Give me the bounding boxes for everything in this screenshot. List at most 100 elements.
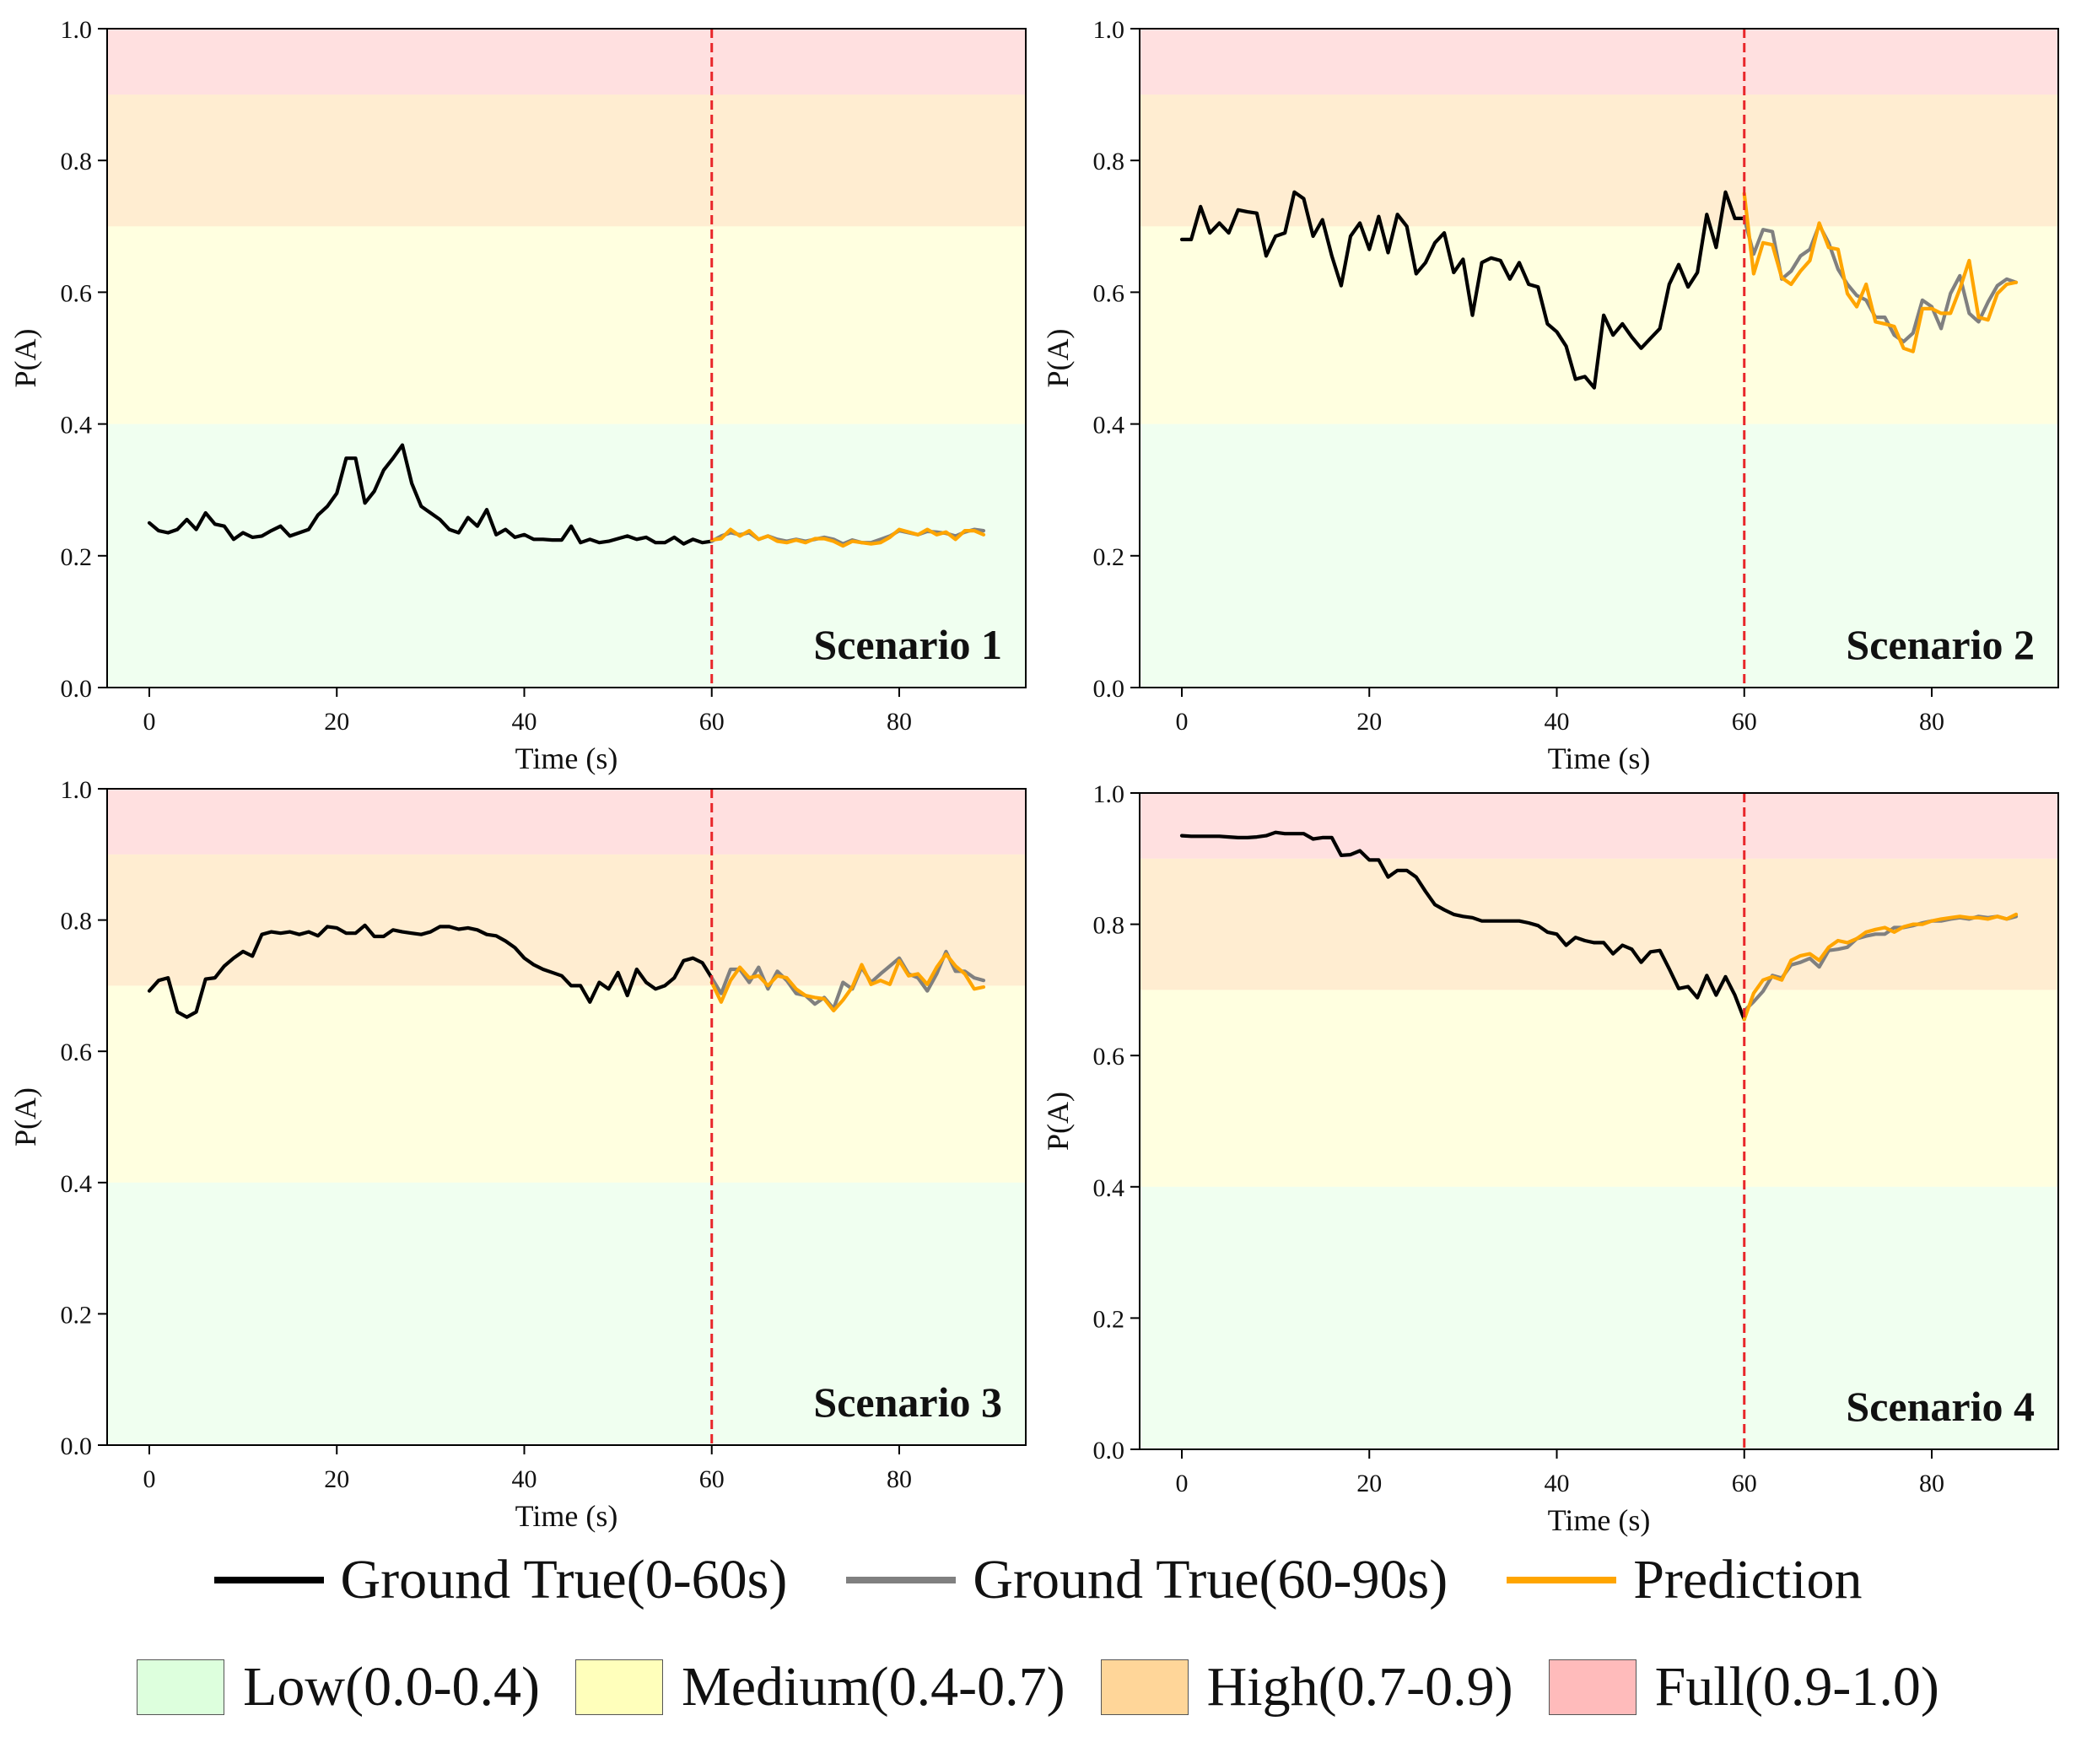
zone-band — [1140, 226, 2058, 424]
legend-item-ground-true-60-90: Ground True(60-90s) — [846, 1548, 1448, 1612]
zone-band — [1140, 858, 2058, 990]
zone-band — [1140, 793, 2058, 859]
y-tick-label: 0.8 — [61, 908, 93, 936]
y-tick-label: 0.6 — [1093, 1043, 1125, 1071]
x-axis-label: Time (s) — [1548, 1503, 1651, 1537]
series-prediction — [1742, 192, 2019, 353]
y-tick-label: 1.0 — [61, 776, 93, 804]
x-tick-label: 40 — [1544, 708, 1569, 736]
y-tick-label: 0.2 — [61, 1301, 93, 1329]
zone-band — [107, 1182, 1026, 1445]
y-tick-label: 0.0 — [1093, 675, 1125, 703]
x-tick-label: 40 — [511, 708, 537, 736]
y-tick-label: 1.0 — [1093, 780, 1125, 808]
y-tick-label: 1.0 — [1093, 16, 1125, 44]
y-axis-label: P(A) — [1041, 1092, 1075, 1151]
y-tick-label: 0.4 — [61, 1170, 93, 1198]
series-legend: Ground True(0-60s) Ground True(60-90s) P… — [0, 1548, 2076, 1612]
series-ground-true-0-60 — [147, 923, 714, 1019]
chart-panel-4: 0 20 40 60 80 0.0 0.2 0.4 0.6 0.8 1.0 Time (s) P(A) S… — [1041, 780, 2059, 1537]
plot-frame — [1139, 792, 2059, 1450]
y-tick-label: 0.4 — [1093, 1174, 1125, 1202]
zone-band — [107, 29, 1026, 95]
legend-label: High(0.7-0.9) — [1206, 1656, 1513, 1718]
y-tick-label: 0.8 — [1093, 912, 1125, 940]
x-tick-label: 20 — [324, 1465, 349, 1493]
legend-swatch-prediction — [1507, 1577, 1617, 1583]
plot-frame — [106, 28, 1027, 688]
legend-swatch-ground-true-60-90 — [846, 1577, 957, 1583]
scenario-title: Scenario 2 — [1846, 621, 2035, 668]
y-tick-label: 0.2 — [1093, 543, 1125, 571]
y-tick-label: 0.0 — [1093, 1437, 1125, 1465]
y-tick-label: 0.6 — [1093, 279, 1125, 307]
y-tick-label: 1.0 — [61, 16, 93, 44]
legend-item-high: High(0.7-0.9) — [1100, 1655, 1513, 1719]
x-axis-label: Time (s) — [515, 1499, 618, 1533]
y-tick-label: 0.0 — [61, 675, 93, 703]
y-tick-label: 0.6 — [61, 279, 93, 307]
x-tick-label: 80 — [887, 708, 912, 736]
scenario-title: Scenario 1 — [813, 621, 1002, 668]
y-tick-label: 0.8 — [1093, 148, 1125, 175]
y-axis-label: P(A) — [8, 329, 42, 388]
legend-label: Medium(0.4-0.7) — [682, 1656, 1065, 1718]
legend-label: Low(0.0-0.4) — [243, 1656, 541, 1718]
zone-band — [1140, 29, 2058, 95]
zone-band — [1140, 990, 2058, 1187]
x-tick-label: 20 — [324, 708, 349, 736]
legend-item-medium: Medium(0.4-0.7) — [575, 1655, 1065, 1719]
legend-swatch-ground-true-0-60 — [213, 1577, 324, 1583]
series-ground-true-60-90 — [709, 949, 986, 1011]
y-tick-label: 0.4 — [61, 412, 93, 440]
legend-label: Ground True(0-60s) — [340, 1549, 788, 1610]
plot-frame — [106, 788, 1027, 1446]
chart-panel-2: 0 20 40 60 80 0.0 0.2 0.4 0.6 0.8 1.0 Time (s) P(A) S… — [1041, 16, 2059, 775]
chart-panel-3: 0 20 40 60 80 0.0 0.2 0.4 0.6 0.8 1.0 Time (s) P(A) S… — [8, 776, 1027, 1533]
y-tick-label: 0.8 — [61, 148, 93, 175]
x-axis-label: Time (s) — [1548, 742, 1651, 775]
y-tick-label: 0.4 — [1093, 412, 1125, 440]
scenario-title: Scenario 3 — [813, 1378, 1002, 1426]
x-tick-label: 40 — [1544, 1470, 1569, 1497]
zone-band — [107, 985, 1026, 1183]
legend-item-low: Low(0.0-0.4) — [137, 1655, 540, 1719]
x-tick-label: 60 — [699, 708, 725, 736]
legend-patch-high — [1100, 1659, 1189, 1715]
zone-band — [1140, 423, 2058, 688]
y-tick-label: 0.2 — [61, 543, 93, 571]
legend-label: Ground True(60-90s) — [973, 1549, 1448, 1610]
y-tick-label: 0.2 — [1093, 1305, 1125, 1333]
series-ground-true-60-90 — [1742, 216, 2019, 344]
y-axis-label: P(A) — [8, 1087, 42, 1146]
zone-band — [107, 854, 1026, 986]
zone-legend: Low(0.0-0.4) Medium(0.4-0.7) High(0.7-0.… — [0, 1655, 2076, 1719]
x-tick-label: 60 — [1732, 708, 1757, 736]
y-tick-label: 0.6 — [61, 1038, 93, 1066]
x-tick-label: 0 — [143, 1465, 156, 1493]
legend-label: Prediction — [1633, 1549, 1863, 1610]
x-tick-label: 40 — [511, 1465, 537, 1493]
zone-band — [1140, 1186, 2058, 1449]
x-tick-label: 0 — [1176, 1470, 1189, 1497]
zone-band — [107, 226, 1026, 424]
zone-band — [107, 423, 1026, 688]
legend-item-ground-true-0-60: Ground True(0-60s) — [213, 1548, 788, 1612]
scenario-title: Scenario 4 — [1846, 1383, 2035, 1430]
x-tick-label: 60 — [1732, 1470, 1757, 1497]
series-prediction — [709, 952, 986, 1013]
series-prediction — [1742, 912, 2019, 1022]
legend-patch-full — [1548, 1659, 1637, 1715]
x-tick-label: 60 — [699, 1465, 725, 1493]
x-tick-label: 80 — [1919, 1470, 1944, 1497]
legend-patch-medium — [575, 1659, 664, 1715]
series-ground-true-0-60 — [147, 443, 714, 546]
x-axis-label: Time (s) — [515, 742, 618, 775]
legend-item-full: Full(0.9-1.0) — [1548, 1655, 1939, 1719]
legend-item-prediction: Prediction — [1507, 1548, 1862, 1612]
x-tick-label: 0 — [143, 708, 156, 736]
series-ground-true-0-60 — [1179, 830, 1746, 1022]
y-axis-label: P(A) — [1041, 329, 1075, 388]
x-tick-label: 20 — [1356, 708, 1382, 736]
